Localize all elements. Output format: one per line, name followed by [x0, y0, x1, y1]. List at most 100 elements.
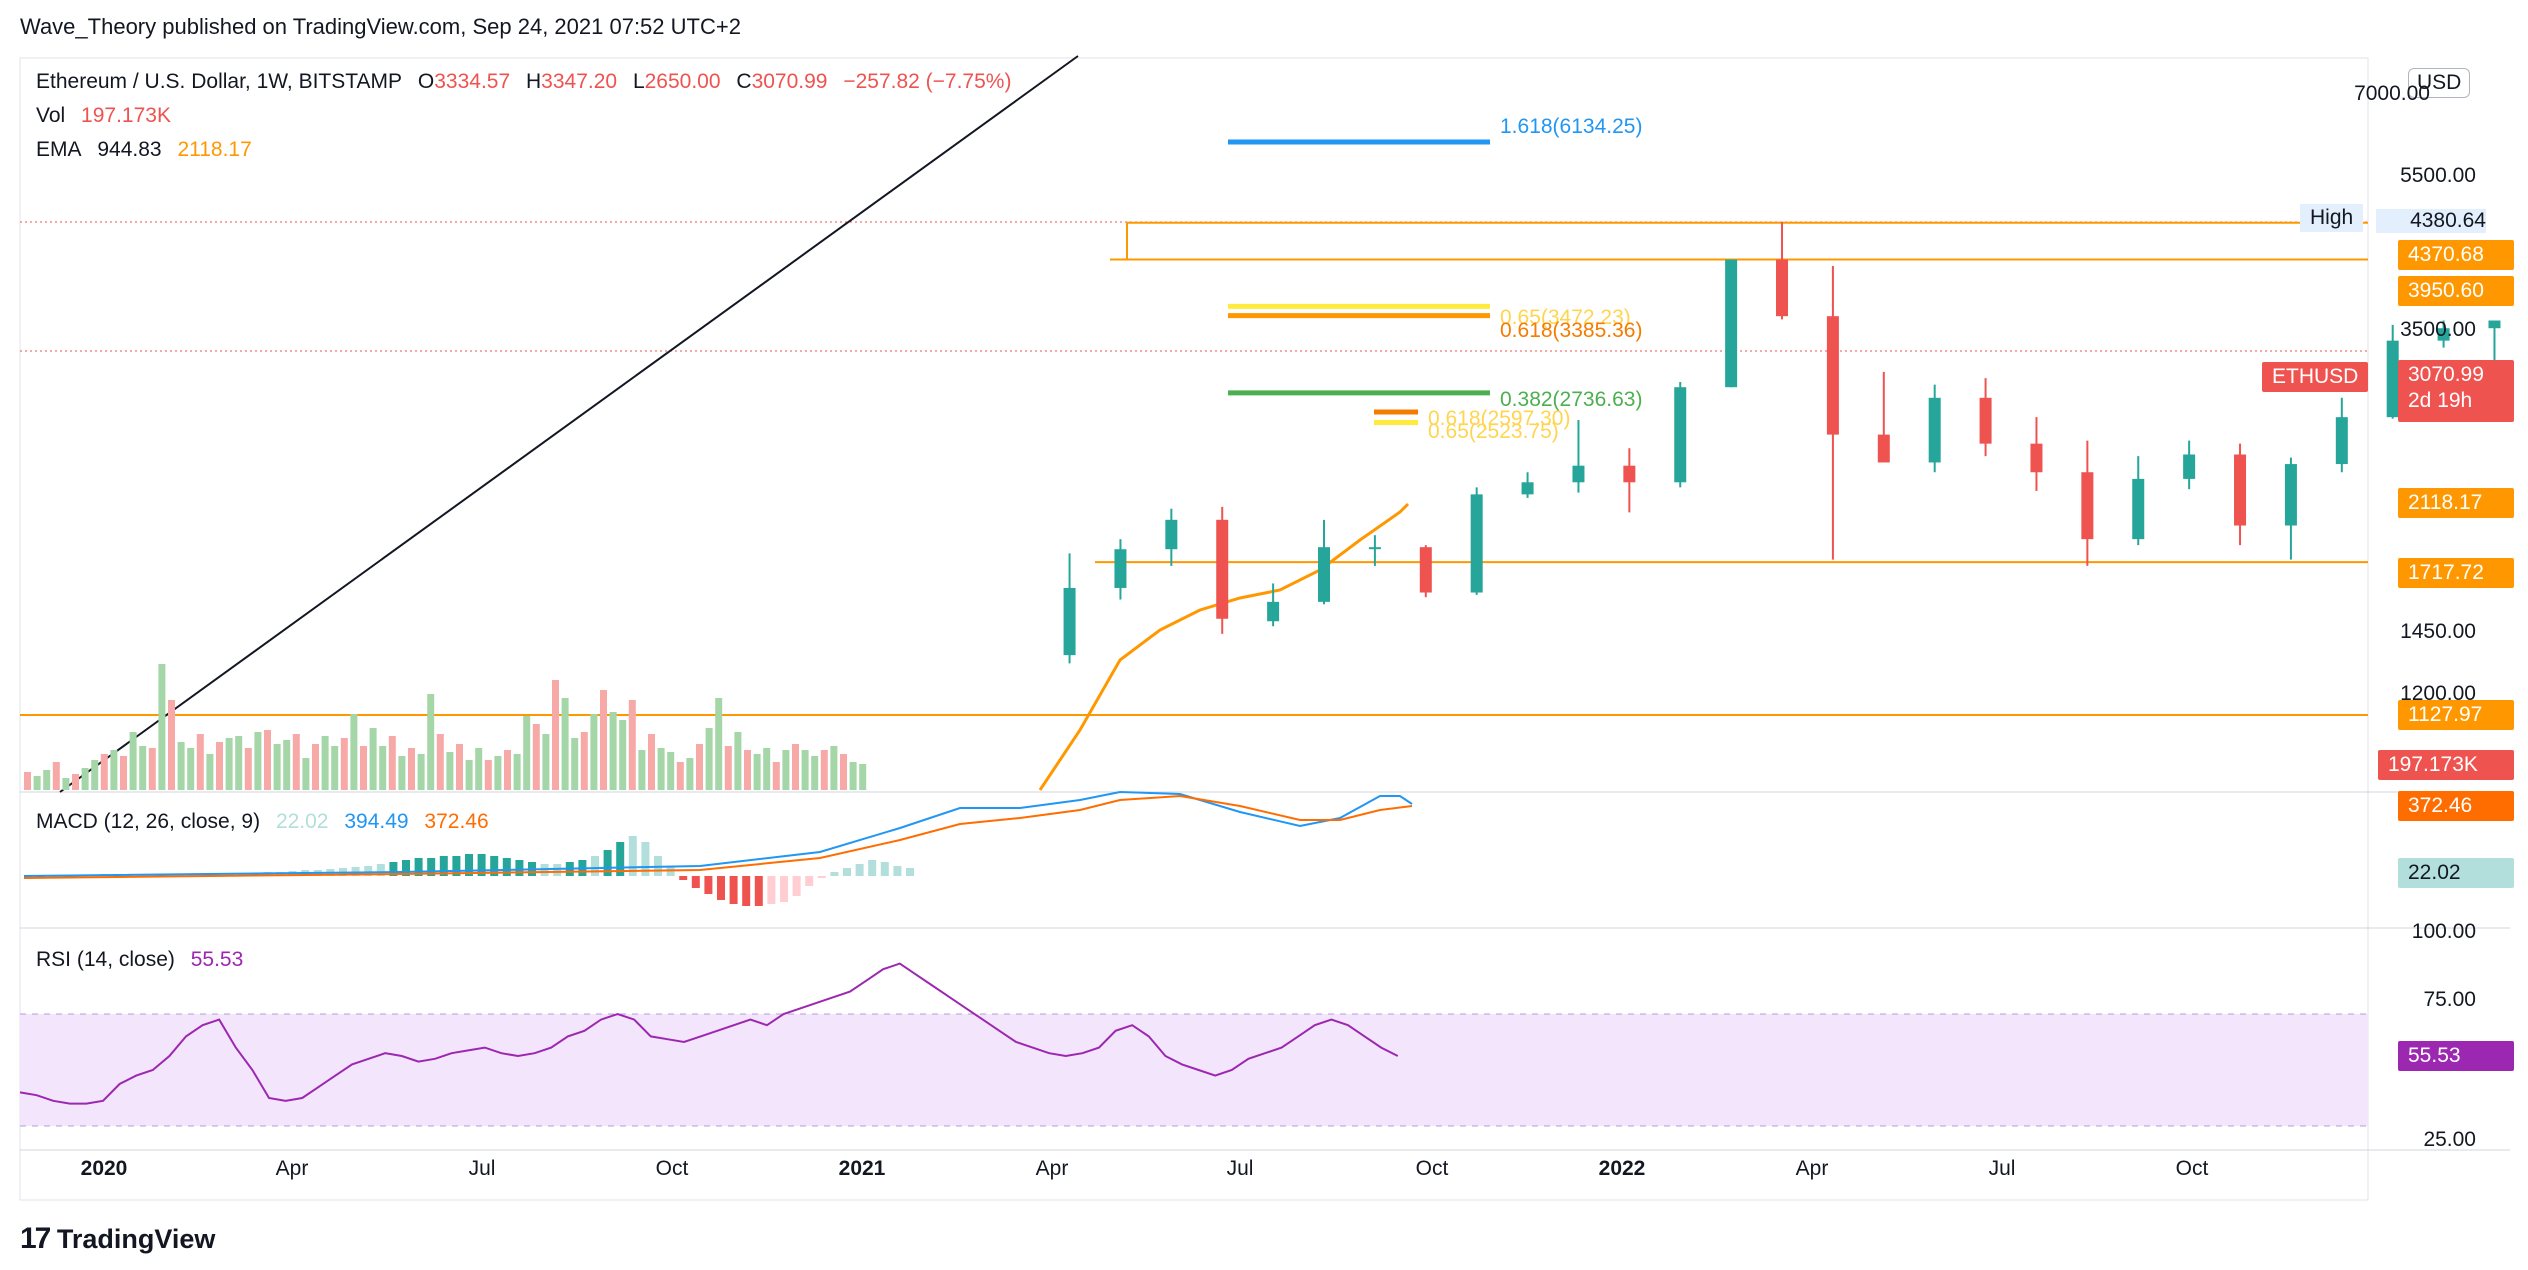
macd-signal-line — [23, 794, 1413, 879]
macd-histogram-bar — [628, 836, 637, 876]
tradingview-logo[interactable]: 17 TradingView — [20, 1222, 216, 1255]
time-tick: 2020 — [80, 1157, 128, 1180]
macd-histogram-bar — [805, 876, 814, 886]
volume-bar — [81, 768, 89, 790]
macd-histogram-bar — [616, 842, 625, 876]
last-price-badge: 3070.99 2d 19h — [2398, 360, 2514, 422]
macd-histogram-bar — [402, 860, 410, 876]
macd-histogram-bar — [465, 854, 473, 876]
volume-bar — [782, 750, 790, 790]
volume-bar — [820, 750, 828, 790]
macd-legend[interactable]: MACD (12, 26, close, 9) 22.02 394.49 372… — [36, 810, 489, 833]
symbol-price-label: ETHUSD — [2262, 362, 2369, 392]
time-tick: 2022 — [1598, 1157, 1646, 1180]
macd-histogram-bar — [729, 876, 738, 904]
symbol-legend: Ethereum / U.S. Dollar, 1W, BITSTAMP O33… — [36, 70, 1021, 94]
candle-up — [2335, 417, 2348, 465]
volume-bar — [590, 714, 598, 790]
time-tick: Jul — [468, 1157, 496, 1180]
volume-bar — [705, 728, 713, 790]
candle-up — [1267, 601, 1280, 622]
volume-bar — [763, 748, 771, 790]
volume-bar — [254, 732, 262, 790]
time-tick: 2021 — [838, 1157, 886, 1180]
publisher-line: Wave_Theory published on TradingView.com… — [20, 14, 741, 39]
level-badge-4370: 4370.68 — [2398, 240, 2514, 270]
volume-bar — [619, 720, 627, 790]
volume-bar — [436, 734, 444, 790]
level-badge-1717: 1717.72 — [2398, 558, 2514, 588]
volume-bar — [158, 664, 166, 790]
ohlc-high: H3347.20 — [526, 70, 618, 93]
volume-bar — [523, 716, 531, 790]
time-tick: Apr — [275, 1157, 309, 1180]
candle-up — [2284, 464, 2297, 526]
volume-bar — [811, 756, 819, 790]
volume-bar — [43, 770, 51, 790]
macd-line — [23, 790, 1413, 877]
volume-bar — [600, 690, 607, 790]
volume-bar — [340, 738, 348, 790]
volume-bar — [513, 754, 521, 790]
macd-histogram-bar — [427, 858, 436, 876]
volume-bar — [206, 754, 214, 790]
candle-down — [2030, 443, 2043, 473]
volume-bar — [235, 736, 243, 790]
time-tick: Apr — [1035, 1157, 1069, 1180]
volume-bar — [139, 746, 147, 790]
currency-button[interactable]: USD — [2408, 68, 2471, 98]
volume-bar — [724, 746, 732, 790]
macd-histogram-bar — [364, 866, 373, 876]
volume-bar — [542, 734, 550, 790]
rsi-tick: 100.00 — [2411, 920, 2476, 943]
volume-bar — [628, 700, 636, 790]
rsi-line — [19, 962, 1399, 1105]
candle-up — [2437, 328, 2450, 341]
macd-histogram-bar — [641, 842, 650, 876]
volume-bar — [148, 748, 156, 790]
ohlc-open: O3334.57 — [417, 70, 511, 93]
volume-bar — [830, 746, 838, 790]
rsi-tick: 25.00 — [2423, 1128, 2476, 1151]
time-tick: Jul — [1988, 1157, 2016, 1180]
macd-histogram-bar — [502, 858, 511, 876]
candle-down — [1623, 465, 1636, 483]
candle-up — [2488, 320, 2501, 329]
volume-bar — [120, 756, 127, 790]
rsi-band — [20, 1014, 2368, 1126]
candle-up — [1521, 482, 1534, 495]
volume-bar — [638, 750, 646, 790]
tv-logo-icon: 17 — [20, 1222, 51, 1255]
candle-up — [1674, 387, 1687, 483]
macd-histogram-bar — [893, 866, 902, 876]
fib-label-0382: 0.382(2736.63) — [1500, 388, 1643, 411]
macd-histogram-bar — [754, 876, 763, 906]
volume-bar — [446, 752, 454, 790]
ema-legend[interactable]: EMA 944.83 2118.17 — [36, 138, 252, 161]
volume-bar — [801, 750, 809, 790]
candle-down — [1776, 259, 1789, 317]
macd-histogram-bar — [717, 876, 725, 900]
volume-bar — [734, 732, 742, 790]
macd-histogram-bar — [868, 860, 877, 876]
volume-bar — [504, 750, 511, 790]
candle-down — [2234, 454, 2247, 526]
symbol-name[interactable]: Ethereum / U.S. Dollar, 1W, BITSTAMP — [36, 70, 403, 93]
macd-hist-badge: 22.02 — [2398, 858, 2514, 888]
macd-histogram-bar — [704, 876, 713, 894]
volume-legend[interactable]: Vol 197.173K — [36, 104, 171, 127]
candle-up — [2386, 340, 2399, 418]
candle-up — [1928, 397, 1941, 463]
level-badge-3950: 3950.60 — [2398, 276, 2514, 306]
fib-label-0618-bot: 0.618(2597.30) — [1428, 407, 1571, 430]
volume-bar — [484, 760, 492, 790]
price-tick: 7000.00 — [2354, 82, 2430, 105]
volume-bar — [571, 738, 579, 790]
volume-bar — [696, 744, 703, 790]
rsi-legend[interactable]: RSI (14, close) 55.53 — [36, 948, 244, 971]
volume-bar — [427, 694, 435, 790]
volume-bar — [91, 760, 99, 790]
time-tick: Apr — [1795, 1157, 1829, 1180]
macd-histogram-bar — [553, 864, 562, 876]
